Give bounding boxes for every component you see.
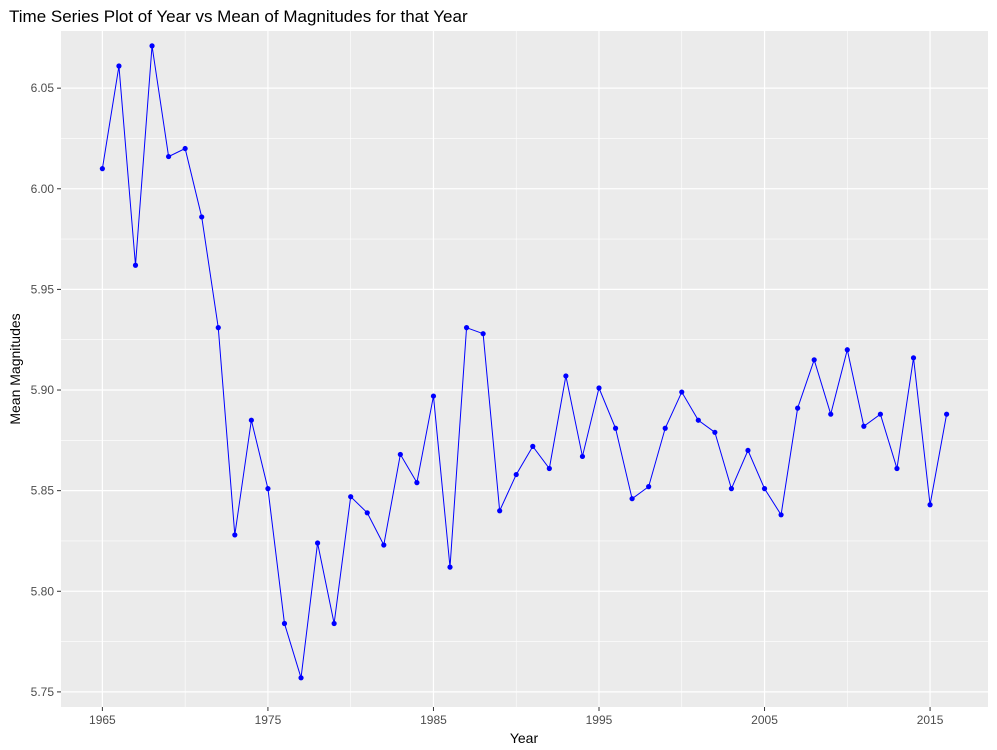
y-tick-label: 5.80 (31, 584, 55, 598)
data-point (745, 447, 751, 454)
x-axis-title: Year (510, 730, 539, 746)
data-point (761, 486, 768, 492)
data-point (116, 63, 122, 69)
data-point (811, 357, 817, 363)
data-point (662, 425, 668, 431)
data-point (695, 417, 701, 423)
data-point (132, 262, 139, 268)
y-axis-title: Mean Magnitudes (7, 313, 23, 424)
data-point (546, 465, 552, 472)
y-tick-label: 5.85 (31, 484, 55, 498)
data-point (149, 43, 155, 49)
x-tick-label: 1965 (89, 713, 116, 727)
data-point (381, 542, 387, 548)
x-tick-label: 1985 (420, 713, 447, 727)
data-point (348, 494, 354, 500)
data-point (679, 389, 685, 395)
x-tick-label: 2015 (917, 713, 944, 727)
x-tick-label: 1975 (255, 713, 282, 727)
x-tick-label: 1995 (586, 713, 613, 727)
data-point (99, 166, 105, 172)
data-point (778, 512, 784, 518)
data-point (265, 486, 271, 492)
data-point (795, 405, 801, 411)
data-point (877, 411, 884, 417)
data-point (629, 496, 635, 502)
series-line-group (101, 45, 948, 678)
data-point (530, 443, 536, 449)
data-point (430, 393, 437, 399)
data-point (596, 385, 602, 391)
data-point (728, 486, 735, 492)
data-point (397, 451, 403, 458)
data-point (298, 675, 304, 681)
plot-panel (61, 31, 988, 707)
y-tick-label: 6.00 (31, 182, 55, 196)
data-point (314, 540, 321, 546)
data-point (910, 355, 917, 361)
data-point (927, 502, 933, 508)
data-point (281, 620, 288, 627)
chart-title: Time Series Plot of Year vs Mean of Magn… (9, 7, 468, 26)
data-point (447, 564, 453, 570)
y-axis: 5.75 5.80 5.85 5.90 5.95 6.00 6.05 (31, 81, 61, 699)
data-point (497, 508, 503, 514)
data-point (463, 325, 470, 331)
data-point (182, 145, 188, 152)
y-tick-label: 5.95 (31, 282, 55, 296)
data-point (513, 471, 519, 478)
data-point (712, 429, 718, 435)
data-point (612, 425, 619, 431)
data-point (828, 411, 834, 417)
data-point (165, 153, 172, 160)
data-point (480, 331, 486, 337)
data-point (414, 480, 420, 486)
series-line (101, 45, 948, 678)
data-point (331, 620, 337, 627)
minor-gridlines (61, 31, 988, 707)
data-point (199, 214, 205, 220)
data-point (248, 417, 254, 423)
y-tick-label: 5.90 (31, 383, 55, 397)
data-point (232, 532, 238, 538)
x-axis: 1965 1975 1985 1995 2005 2015 (89, 707, 944, 727)
y-tick-label: 6.05 (31, 81, 55, 95)
data-point (563, 373, 569, 379)
data-point (894, 465, 900, 472)
y-tick-label: 5.75 (31, 685, 55, 699)
major-gridlines (61, 31, 988, 707)
data-point (579, 453, 586, 460)
data-point (944, 411, 950, 417)
data-point (844, 347, 850, 353)
x-tick-label: 2005 (751, 713, 778, 727)
data-point (215, 325, 221, 331)
series-points-group (99, 43, 950, 681)
data-point (646, 484, 652, 490)
data-point (861, 423, 867, 429)
data-point (364, 510, 370, 516)
